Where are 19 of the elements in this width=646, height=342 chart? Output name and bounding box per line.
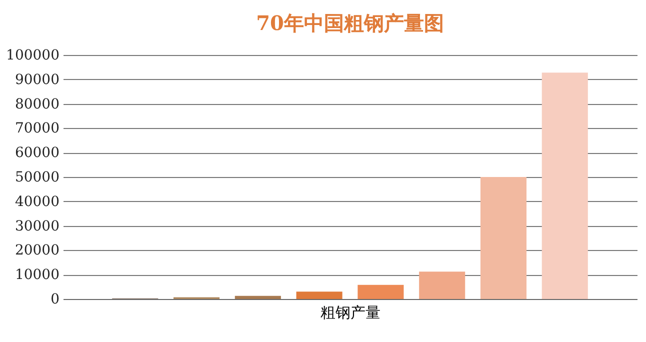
bar	[419, 272, 466, 299]
bar	[296, 292, 342, 299]
y-tick-label: 30000	[14, 218, 60, 234]
y-tick-label: 80000	[14, 96, 60, 112]
y-tick-label: 100000	[6, 48, 60, 64]
y-tick-label: 50000	[14, 170, 60, 186]
bar	[234, 296, 281, 299]
y-tick-label: 70000	[14, 120, 60, 137]
bar	[480, 177, 526, 299]
y-tick-label: 40000	[14, 194, 60, 210]
y-tick-label: 90000	[14, 72, 60, 88]
y-tick-label: 0	[50, 292, 60, 308]
y-tick-label: 10000	[14, 267, 60, 284]
chart-title: 70年中国粗钢产量图	[256, 11, 444, 35]
bar	[358, 284, 404, 299]
y-tick-label: 20000	[14, 242, 60, 259]
y-tick-label: 60000	[14, 145, 60, 162]
x-axis-title: 粗钢产量	[320, 304, 380, 322]
bar	[542, 72, 588, 299]
